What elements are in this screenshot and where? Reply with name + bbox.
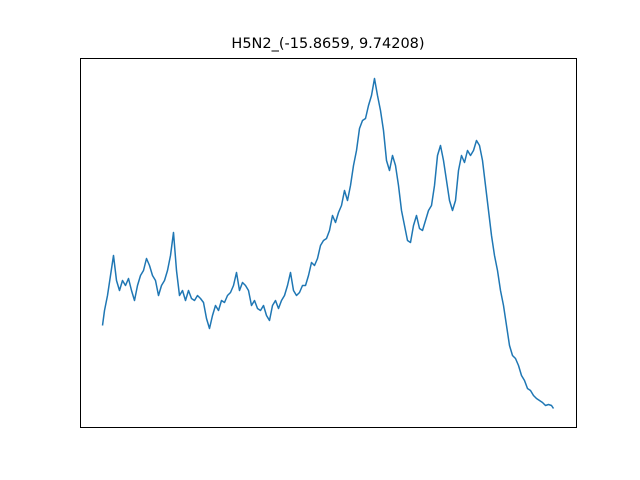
data-line <box>101 77 555 409</box>
plot-area <box>101 77 555 409</box>
axes-frame <box>80 58 577 428</box>
chart-title: H5N2_(-15.8659, 9.74208) <box>231 36 424 52</box>
